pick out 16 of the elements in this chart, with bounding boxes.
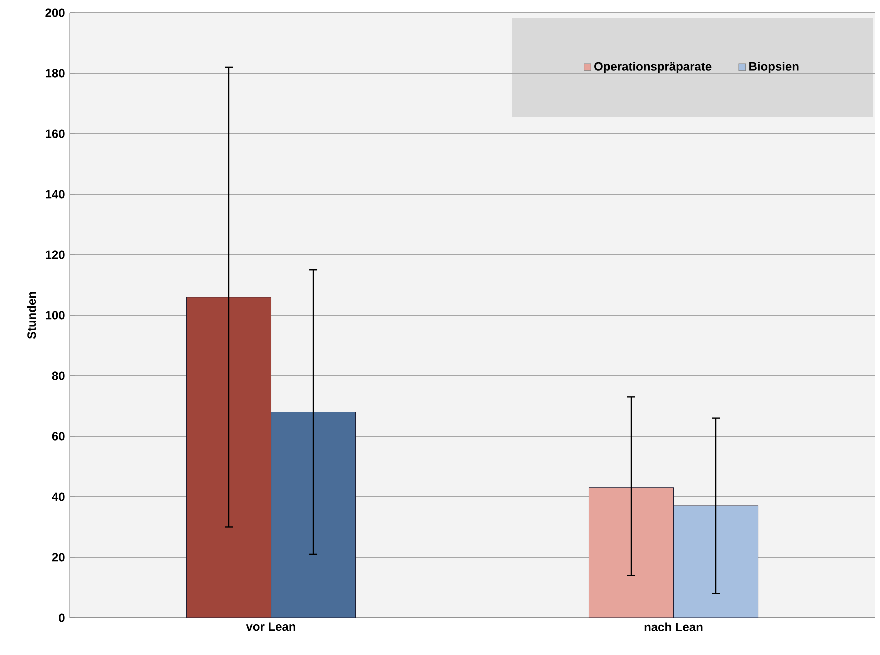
y-tick-label: 160 [46,130,65,138]
y-tick-label: 120 [46,250,65,260]
y-tick-label: 200 [46,8,65,18]
y-tick-label: 0 [59,614,65,622]
y-axis-title: Stunden [27,292,36,340]
y-tick-label: 140 [46,190,65,199]
x-tick-label: nach Lean [644,622,703,632]
y-tick-label: 20 [52,553,65,562]
y-tick-label: 180 [46,69,65,78]
y-tick-label: 60 [52,432,65,441]
legend-label: Biopsien [750,62,799,74]
x-tick-label: vor Lean [246,622,296,632]
y-tick-label: 100 [46,311,65,320]
legend-label: Operationspräparate [594,62,712,74]
y-tick-label: 80 [52,372,65,380]
y-tick-label: 40 [52,492,65,502]
